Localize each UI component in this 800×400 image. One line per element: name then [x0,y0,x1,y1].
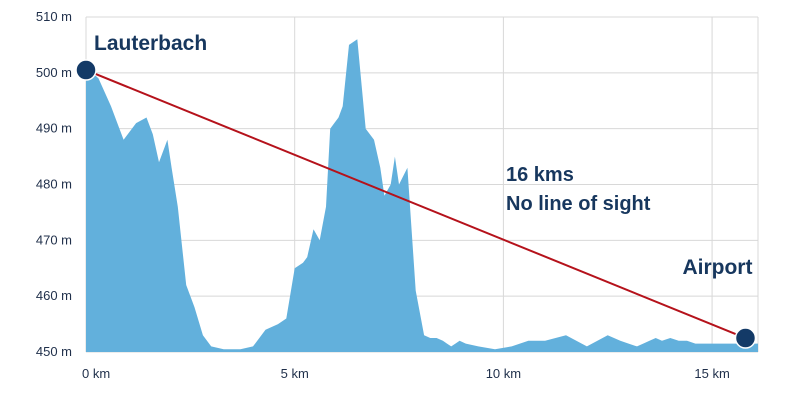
place-label-lauterbach: Lauterbach [94,32,207,55]
x-tick-label: 0 km [82,366,110,381]
x-tick-label: 15 km [694,366,729,381]
y-tick-label: 460 m [36,288,72,303]
x-tick-label: 10 km [486,366,521,381]
y-tick-label: 510 m [36,9,72,24]
y-tick-label: 450 m [36,344,72,359]
annotation-distance: 16 kms [506,164,574,186]
endpoint-marker [734,327,757,349]
y-tick-label: 500 m [36,65,72,80]
x-tick-label: 5 km [281,366,309,381]
place-label-airport: Airport [682,256,752,279]
terrain-area [86,39,758,353]
y-tick-label: 480 m [36,177,72,192]
endpoint-marker [75,59,97,81]
y-tick-label: 470 m [36,232,72,247]
annotation-line-of-sight: No line of sight [506,193,651,215]
y-tick-label: 490 m [36,121,72,136]
line-of-sight [85,69,746,339]
